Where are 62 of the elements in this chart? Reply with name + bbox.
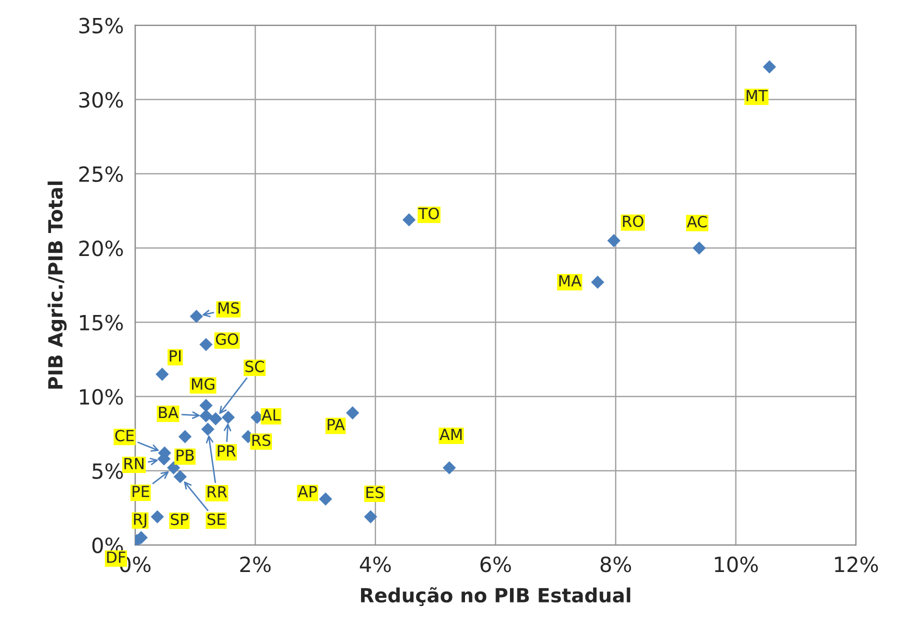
data-label: PB [176,450,194,461]
y-axis-title: PIB Agric./PIB Total [48,182,67,389]
point [346,406,360,420]
point [442,461,456,474]
x-tick-label: 12% [835,556,878,572]
data-label: RN [124,458,144,470]
point [174,470,187,484]
data-label: MS [218,302,240,314]
data-label: BA [159,406,178,418]
point [762,60,776,74]
y-tick-label: 30% [79,92,123,108]
data-label: RS [252,434,270,446]
data-label: SP [170,514,188,526]
data-label: SE [208,514,225,526]
data-label: AM [440,428,462,440]
point [190,310,204,323]
data-label: AL [262,409,280,421]
x-tick-label: 4% [360,556,391,572]
data-label: GO [216,333,238,345]
y-tick-label: 25% [79,166,123,182]
y-tick-label: 20% [79,240,123,256]
point [178,430,192,444]
x-tick-label: 8% [600,556,632,572]
data-label: MA [559,275,582,286]
data-label: PA [328,418,345,430]
x-axis-title: Redução no PIB Estadual [361,587,630,606]
y-tick-label: 5% [92,463,123,479]
x-tick-label: 6% [480,556,511,572]
point [209,412,222,426]
x-tick-label: 2% [240,556,271,572]
data-label: RJ [134,514,146,528]
point [318,492,332,506]
data-label: RR [208,486,228,498]
y-tick-label: 15% [80,314,123,330]
data-label: PE [132,486,150,498]
data-label: SC [245,360,264,372]
data-label: RO [623,216,644,228]
point [156,368,169,381]
y-tick-label: 10% [80,388,123,405]
point [222,410,235,424]
point [402,213,416,226]
data-label: MG [192,378,214,390]
point [150,510,164,524]
point [607,234,620,248]
point [167,461,180,474]
data-label: TO [418,208,439,220]
point [364,510,378,524]
data-label: MT [746,90,768,102]
data-label: ES [366,486,384,498]
point [201,422,214,436]
point [199,398,213,412]
point [591,276,604,289]
y-tick-label: 35% [79,18,123,34]
point [199,409,213,422]
data-label: PR [218,445,236,457]
data-label: CE [115,430,134,442]
data-label: PI [170,350,181,362]
data-label: AP [298,486,317,498]
data-label: AC [686,216,707,228]
x-tick-label: 10% [714,556,758,572]
point [692,241,706,255]
point [199,338,213,352]
